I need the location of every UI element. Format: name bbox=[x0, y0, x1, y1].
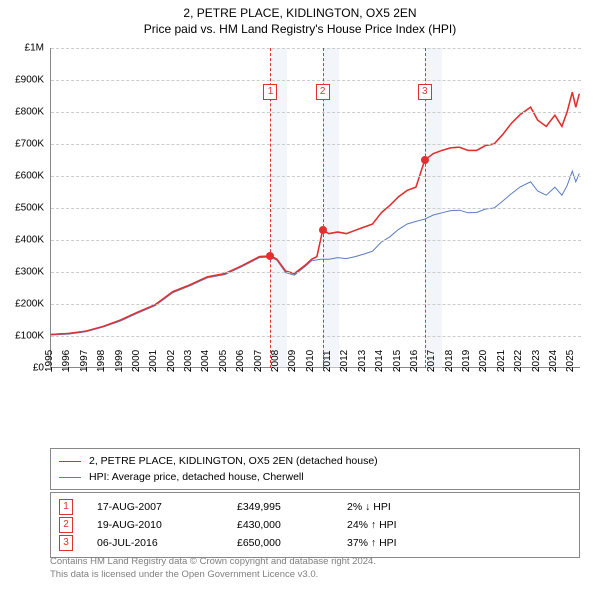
sale-row: 1 17-AUG-2007£349,9952% ↓ HPI bbox=[59, 498, 571, 516]
x-axis-label: 2012 bbox=[339, 350, 350, 372]
sale-dot bbox=[266, 252, 274, 260]
x-axis-label: 2024 bbox=[548, 350, 559, 372]
gridline bbox=[51, 272, 581, 273]
series-hpi bbox=[51, 171, 579, 335]
attribution-line: This data is licensed under the Open Gov… bbox=[50, 569, 580, 582]
x-axis-label: 2010 bbox=[305, 350, 316, 372]
x-axis-label: 1995 bbox=[44, 350, 55, 372]
x-axis-label: 2014 bbox=[374, 350, 385, 372]
sale-diff: 37% ↑ HPI bbox=[347, 537, 437, 549]
y-axis-label: £600K bbox=[0, 171, 44, 182]
sale-dot bbox=[421, 156, 429, 164]
x-axis-label: 2020 bbox=[478, 350, 489, 372]
gridline bbox=[51, 336, 581, 337]
sale-price: £430,000 bbox=[237, 519, 347, 531]
x-axis-label: 2011 bbox=[322, 350, 333, 372]
plot-region: £0£100K£200K£300K£400K£500K£600K£700K£80… bbox=[50, 48, 580, 368]
x-axis-label: 2001 bbox=[148, 350, 159, 372]
legend-row: 2, PETRE PLACE, KIDLINGTON, OX5 2EN (det… bbox=[59, 453, 571, 469]
x-axis-label: 2021 bbox=[496, 350, 507, 372]
x-axis-label: 1997 bbox=[79, 350, 90, 372]
y-axis-label: £700K bbox=[0, 139, 44, 150]
y-axis-label: £500K bbox=[0, 203, 44, 214]
sale-diff: 2% ↓ HPI bbox=[347, 501, 437, 513]
gridline bbox=[51, 304, 581, 305]
sale-date: 19-AUG-2010 bbox=[97, 519, 237, 531]
gridline bbox=[51, 208, 581, 209]
attribution-line: Contains HM Land Registry data © Crown c… bbox=[50, 556, 580, 569]
x-axis-label: 2019 bbox=[461, 350, 472, 372]
sale-marker-box: 3 bbox=[418, 84, 432, 100]
x-axis-label: 2009 bbox=[287, 350, 298, 372]
x-axis-label: 2025 bbox=[565, 350, 576, 372]
series-property bbox=[51, 92, 579, 334]
legend-label: 2, PETRE PLACE, KIDLINGTON, OX5 2EN (det… bbox=[89, 455, 378, 467]
chart-area: £0£100K£200K£300K£400K£500K£600K£700K£80… bbox=[50, 48, 580, 408]
sales-box: 1 17-AUG-2007£349,9952% ↓ HPI 2 19-AUG-2010… bbox=[50, 492, 580, 558]
subtitle: Price paid vs. HM Land Registry's House … bbox=[0, 22, 600, 36]
legend-swatch-property bbox=[59, 461, 81, 462]
y-axis-label: £100K bbox=[0, 331, 44, 342]
x-axis-label: 2018 bbox=[444, 350, 455, 372]
sale-num-box: 1 bbox=[59, 499, 73, 515]
gridline bbox=[51, 176, 581, 177]
x-axis-label: 2017 bbox=[426, 350, 437, 372]
x-axis-label: 2016 bbox=[409, 350, 420, 372]
sale-num-box: 3 bbox=[59, 535, 73, 551]
sale-date: 06-JUL-2016 bbox=[97, 537, 237, 549]
x-axis-label: 2005 bbox=[218, 350, 229, 372]
sale-row: 2 19-AUG-2010£430,00024% ↑ HPI bbox=[59, 516, 571, 534]
sale-marker-box: 1 bbox=[263, 84, 277, 100]
x-axis-label: 2013 bbox=[357, 350, 368, 372]
sale-marker-box: 2 bbox=[316, 84, 330, 100]
x-axis-label: 2023 bbox=[531, 350, 542, 372]
y-axis-label: £800K bbox=[0, 107, 44, 118]
y-axis-label: £300K bbox=[0, 267, 44, 278]
legend-box: 2, PETRE PLACE, KIDLINGTON, OX5 2EN (det… bbox=[50, 448, 580, 490]
y-axis-label: £900K bbox=[0, 75, 44, 86]
x-axis-label: 2022 bbox=[513, 350, 524, 372]
x-axis-label: 2002 bbox=[166, 350, 177, 372]
gridline bbox=[51, 240, 581, 241]
series-property-top bbox=[51, 92, 579, 334]
x-axis-label: 2015 bbox=[392, 350, 403, 372]
gridline bbox=[51, 80, 581, 81]
sale-price: £650,000 bbox=[237, 537, 347, 549]
y-axis-label: £200K bbox=[0, 299, 44, 310]
x-axis-label: 1998 bbox=[96, 350, 107, 372]
x-axis-label: 2008 bbox=[270, 350, 281, 372]
y-axis-label: £1M bbox=[0, 43, 44, 54]
x-axis-label: 2004 bbox=[200, 350, 211, 372]
x-axis-label: 2006 bbox=[235, 350, 246, 372]
x-axis-label: 1999 bbox=[114, 350, 125, 372]
y-axis-label: £400K bbox=[0, 235, 44, 246]
y-axis-label: £0 bbox=[0, 363, 44, 374]
sale-row: 3 06-JUL-2016£650,00037% ↑ HPI bbox=[59, 534, 571, 552]
gridline bbox=[51, 144, 581, 145]
legend-row: HPI: Average price, detached house, Cher… bbox=[59, 469, 571, 485]
attribution: Contains HM Land Registry data © Crown c… bbox=[50, 556, 580, 582]
legend-swatch-hpi bbox=[59, 477, 81, 478]
sale-price: £349,995 bbox=[237, 501, 347, 513]
x-axis-label: 2007 bbox=[253, 350, 264, 372]
x-axis-label: 1996 bbox=[61, 350, 72, 372]
title-block: 2, PETRE PLACE, KIDLINGTON, OX5 2EN Pric… bbox=[0, 0, 600, 36]
x-axis-label: 2003 bbox=[183, 350, 194, 372]
sale-num-box: 2 bbox=[59, 517, 73, 533]
address-title: 2, PETRE PLACE, KIDLINGTON, OX5 2EN bbox=[0, 6, 600, 20]
sale-dot bbox=[319, 226, 327, 234]
chart-container: 2, PETRE PLACE, KIDLINGTON, OX5 2EN Pric… bbox=[0, 0, 600, 590]
sale-diff: 24% ↑ HPI bbox=[347, 519, 437, 531]
x-axis-label: 2000 bbox=[131, 350, 142, 372]
gridline bbox=[51, 112, 581, 113]
sale-date: 17-AUG-2007 bbox=[97, 501, 237, 513]
gridline bbox=[51, 48, 581, 49]
legend-label: HPI: Average price, detached house, Cher… bbox=[89, 471, 304, 483]
